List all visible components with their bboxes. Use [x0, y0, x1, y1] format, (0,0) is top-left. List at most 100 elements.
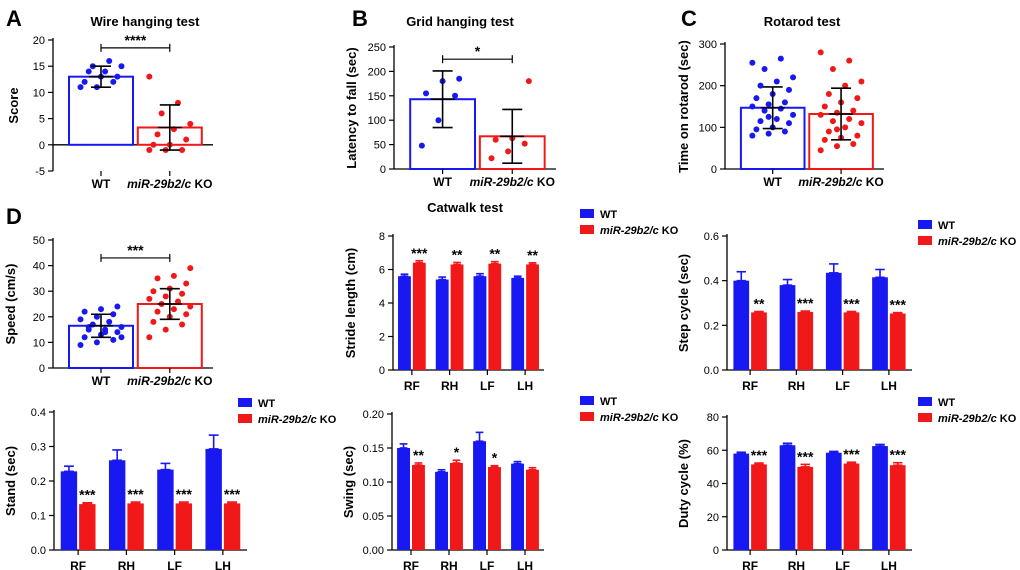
- B-point-0-2: [452, 92, 459, 99]
- A-ytick-label-3: 10: [33, 87, 45, 99]
- D2-category-RF: RF: [404, 379, 420, 393]
- D3-bar-0-RF: [733, 280, 750, 370]
- D5-ytick-label-1: 0.05: [363, 511, 384, 523]
- A-point-1-6: [154, 131, 161, 138]
- B-point-1-3: [492, 136, 499, 143]
- D2-ytick-label-1: 2: [379, 332, 385, 344]
- C-point-0-0: [749, 132, 756, 139]
- A-title: Wire hanging test: [91, 14, 201, 29]
- D6-bar-0-RH: [779, 445, 796, 550]
- A-point-0-10: [106, 57, 113, 64]
- A-ytick-label-4: 15: [33, 61, 45, 73]
- A-point-0-7: [102, 68, 109, 75]
- D6-bar-0-LF: [825, 452, 842, 550]
- D5-category-LH: LH: [517, 559, 533, 570]
- D3-bar-0-LF: [825, 272, 842, 370]
- B-point-1-0: [488, 155, 495, 162]
- A-point-1-3: [150, 141, 157, 148]
- D5-category-RH: RH: [440, 559, 457, 570]
- D1-point-1-12: [162, 293, 169, 300]
- C-point-1-8: [858, 120, 865, 127]
- D5-ytick-label-3: 0.15: [363, 443, 384, 455]
- A-point-1-5: [183, 136, 190, 143]
- C-point-0-14: [753, 95, 760, 102]
- D6-sig-LF: ***: [843, 446, 860, 462]
- D5-ytick-label-4: 0.20: [363, 409, 384, 421]
- D1-point-0-13: [110, 311, 117, 318]
- D1-category-1: miR-29b2/c KO: [127, 374, 212, 388]
- A-point-1-11: [146, 73, 153, 80]
- C-point-1-10: [846, 116, 853, 122]
- D5-legend-swatch-0: [580, 396, 594, 405]
- D1-point-1-2: [179, 321, 186, 328]
- D3-sig-LH: ***: [890, 297, 907, 313]
- C-title: Rotarod test: [764, 14, 841, 29]
- D3-ytick-label-3: 0.6: [704, 231, 719, 243]
- D2-ytick-label-3: 6: [379, 265, 385, 277]
- D1-point-1-8: [187, 303, 194, 310]
- D5-legend-label-1: miR-29b2/c KO: [600, 412, 679, 424]
- D4-bar-1-RH: [127, 503, 144, 550]
- D6-category-LF: LF: [835, 559, 850, 570]
- D2-bar-1-RH: [450, 264, 464, 370]
- A-ytick-label-5: 20: [33, 35, 45, 47]
- D1-point-0-1: [93, 339, 100, 346]
- D3-sig-RH: ***: [797, 295, 814, 311]
- C-point-1-21: [846, 57, 853, 64]
- A-point-0-3: [81, 78, 88, 85]
- D3-bar-0-LH: [872, 277, 888, 370]
- B-title: Grid hanging test: [406, 14, 514, 29]
- D2-ytick-label-2: 4: [379, 298, 385, 310]
- D1-point-0-2: [110, 336, 117, 343]
- A-point-0-6: [85, 68, 92, 75]
- A-point-1-0: [146, 147, 153, 154]
- D1-point-1-18: [170, 272, 177, 279]
- C-point-1-16: [854, 95, 861, 102]
- D2-legend-label-0: WT: [600, 209, 617, 221]
- B-point-0-5: [456, 75, 463, 82]
- D1-point-0-3: [81, 334, 88, 341]
- D4-ytick-label-0: 0.0: [31, 545, 46, 557]
- D1-point-1-6: [154, 308, 161, 315]
- D5-sig-RF: **: [413, 447, 424, 463]
- D3-legend-label-1: miR-29b2/c KO: [938, 236, 1017, 248]
- D5-category-LF: LF: [480, 559, 495, 570]
- D2-title: Catwalk test: [427, 200, 504, 215]
- D3-legend-label-0: WT: [938, 220, 955, 232]
- D4-sig-LF: ***: [176, 486, 193, 502]
- C-point-0-19: [790, 74, 797, 81]
- D4-ytick-label-4: 0.4: [31, 407, 46, 419]
- D6-bar-1-RF: [751, 464, 767, 550]
- A-point-1-9: [158, 110, 165, 117]
- D5-bar-0-LF: [473, 441, 486, 550]
- D6-ylabel: Duty cycle (%): [676, 439, 691, 528]
- B-ytick-label-2: 100: [368, 115, 386, 127]
- A-point-1-2: [179, 147, 186, 154]
- D1-ytick-label-1: 10: [33, 337, 45, 349]
- D2-ylabel: Stride length (cm): [343, 248, 358, 359]
- C-point-1-7: [842, 124, 849, 131]
- D5-bar-1-LF: [488, 467, 501, 550]
- B-point-0-3: [423, 90, 430, 97]
- C-point-1-3: [821, 136, 828, 143]
- C-point-1-23: [833, 126, 840, 133]
- D4-category-LF: LF: [167, 559, 182, 570]
- C-point-1-2: [850, 141, 857, 147]
- D1-point-0-19: [118, 334, 125, 341]
- C-point-1-20: [829, 66, 836, 72]
- D4-category-RF: RF: [70, 559, 86, 570]
- D1-point-0-8: [118, 324, 125, 331]
- D1-point-1-11: [146, 295, 153, 302]
- B-ytick-label-4: 200: [368, 66, 386, 78]
- D3-bar-1-LF: [843, 312, 860, 370]
- D4-bar-0-LH: [205, 448, 222, 550]
- D5-category-RF: RF: [403, 559, 419, 570]
- D4-bar-1-LF: [175, 503, 193, 550]
- D2-bar-1-LH: [526, 264, 539, 370]
- D4-bar-1-RF: [79, 504, 96, 550]
- C-point-0-3: [753, 126, 760, 133]
- D6-ytick-label-4: 80: [707, 412, 719, 424]
- D6-ytick-label-0: 0: [713, 545, 719, 557]
- D1-point-1-5: [183, 311, 190, 318]
